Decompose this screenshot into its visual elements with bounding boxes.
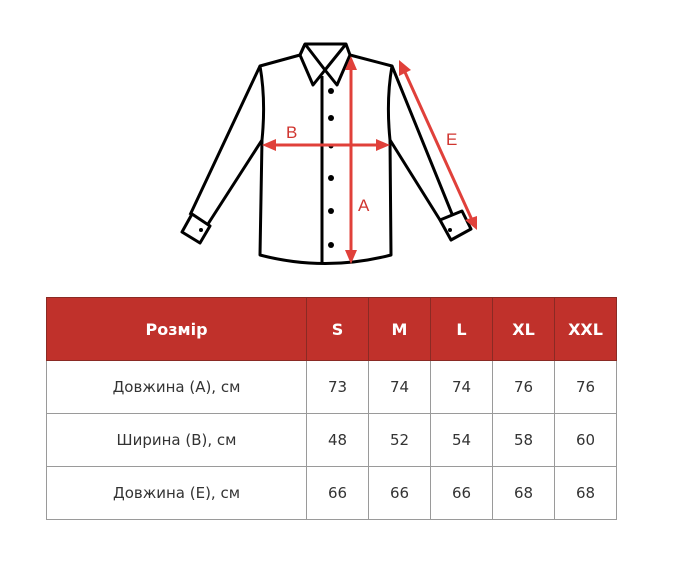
- cell: 66: [368, 466, 431, 520]
- shirt-measurement-diagram: B A E: [180, 42, 477, 265]
- cell: 58: [492, 413, 555, 467]
- cell: 74: [430, 360, 493, 414]
- cell: 74: [368, 360, 431, 414]
- arrow-e: [402, 69, 474, 221]
- table-row: Довжина (Е), см 66 66 66 68 68: [46, 466, 617, 520]
- header-xxl: XXL: [554, 297, 617, 361]
- cell: 48: [306, 413, 369, 467]
- header-l: L: [430, 297, 493, 361]
- cell: 76: [492, 360, 555, 414]
- cell: 60: [554, 413, 617, 467]
- header-m: M: [368, 297, 431, 361]
- row-label: Довжина (Е), см: [46, 466, 307, 520]
- shirt-outline: [180, 42, 473, 265]
- label-b: B: [286, 123, 297, 142]
- row-label: Ширина (В), см: [46, 413, 307, 467]
- header-s: S: [306, 297, 369, 361]
- cell: 54: [430, 413, 493, 467]
- cell: 66: [306, 466, 369, 520]
- table-row: Довжина (А), см 73 74 74 76 76: [46, 360, 617, 414]
- label-a: A: [358, 196, 370, 215]
- cell: 68: [554, 466, 617, 520]
- header-xl: XL: [492, 297, 555, 361]
- cell: 66: [430, 466, 493, 520]
- row-label: Довжина (А), см: [46, 360, 307, 414]
- buttons: [199, 88, 452, 248]
- table-header-row: Розмір S M L XL XXL: [46, 297, 617, 361]
- cell: 52: [368, 413, 431, 467]
- cell: 68: [492, 466, 555, 520]
- measurement-arrows: [262, 56, 477, 264]
- table-row: Ширина (В), см 48 52 54 58 60: [46, 413, 617, 467]
- label-e: E: [446, 130, 457, 149]
- cell: 76: [554, 360, 617, 414]
- cell: 73: [306, 360, 369, 414]
- header-size: Розмір: [46, 297, 307, 361]
- size-table: Розмір S M L XL XXL Довжина (А), см 73 7…: [46, 297, 617, 520]
